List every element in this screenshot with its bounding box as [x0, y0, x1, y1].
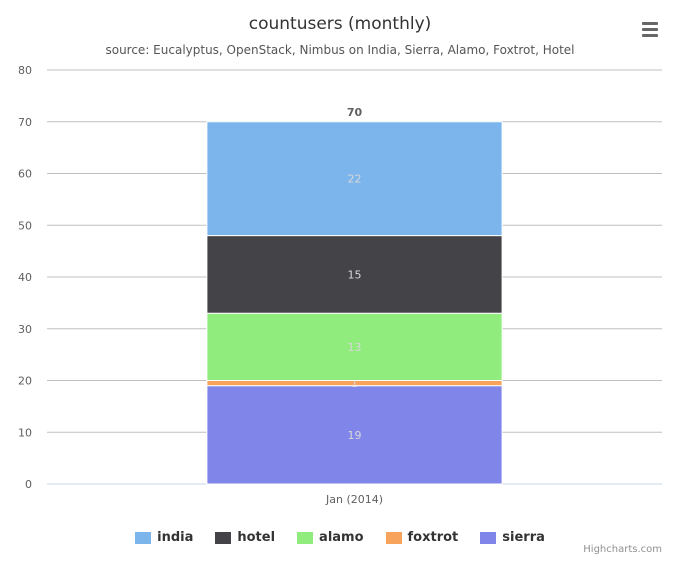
legend: india hotel alamo foxtrot sierra — [0, 530, 680, 545]
menu-icon-line — [642, 28, 658, 31]
legend-swatch — [385, 531, 402, 544]
legend-item-india[interactable]: india — [135, 530, 193, 545]
y-tick-label: 70 — [18, 116, 32, 129]
chart-title: countusers (monthly) — [248, 14, 432, 34]
legend-label: alamo — [319, 530, 364, 545]
bar-segment-alamo — [206, 312, 503, 382]
y-tick-label: 60 — [18, 168, 32, 181]
legend-label: foxtrot — [407, 530, 459, 545]
legend-label: hotel — [237, 530, 276, 545]
y-tick-label: 20 — [18, 375, 32, 388]
y-tick-label: 40 — [18, 271, 32, 284]
bar-segment-sierra — [206, 385, 503, 485]
data-label-india: 22 — [348, 173, 362, 186]
legend-item-foxtrot[interactable]: foxtrot — [385, 530, 459, 545]
y-tick-label: 10 — [18, 426, 32, 439]
chart-subtitle: source: Eucalyptus, OpenStack, Nimbus on… — [105, 43, 575, 57]
stack-total-label: 70 — [347, 106, 363, 119]
legend-label: sierra — [502, 530, 545, 545]
y-tick-label: 80 — [18, 64, 32, 77]
legend-item-alamo[interactable]: alamo — [297, 530, 364, 545]
y-tick-label: 30 — [18, 323, 32, 336]
bar-segment-hotel — [206, 235, 503, 314]
legend-item-hotel[interactable]: hotel — [215, 530, 275, 545]
legend-swatch — [480, 531, 497, 544]
credits-link[interactable]: Highcharts.com — [583, 544, 662, 555]
legend-swatch — [297, 531, 314, 544]
legend-item-sierra[interactable]: sierra — [480, 530, 545, 545]
data-label-foxtrot: 1 — [351, 377, 358, 390]
menu-icon-line — [642, 22, 658, 25]
y-tick-label: 0 — [25, 478, 32, 491]
y-tick-label: 50 — [18, 219, 32, 232]
data-label-alamo: 13 — [348, 341, 362, 354]
data-label-sierra: 19 — [348, 429, 362, 442]
menu-icon-line — [642, 34, 658, 37]
legend-swatch — [135, 531, 152, 544]
x-tick-label: Jan (2014) — [325, 493, 383, 506]
legend-label: india — [157, 530, 194, 545]
data-label-hotel: 15 — [348, 268, 362, 281]
legend-swatch — [215, 531, 232, 544]
hamburger-menu-icon[interactable] — [638, 18, 662, 40]
bar-segment-india — [206, 121, 503, 237]
